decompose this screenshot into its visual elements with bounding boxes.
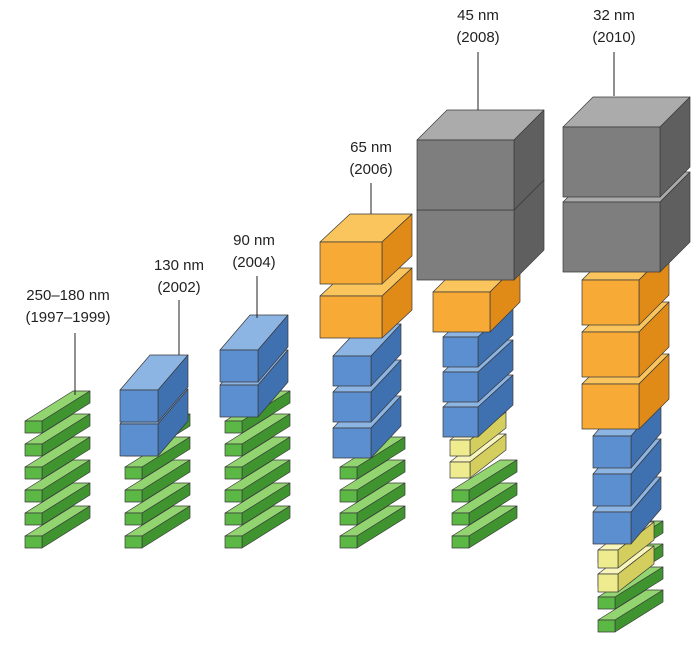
block-front [332, 355, 372, 387]
block-front [332, 427, 372, 459]
block-front [581, 331, 640, 378]
block-front [339, 535, 358, 549]
block-front [224, 443, 243, 457]
block-front [332, 391, 372, 423]
block-front [597, 573, 619, 593]
block-front [224, 420, 243, 434]
block-front [449, 461, 471, 479]
block-front [24, 489, 43, 503]
column-label: 250–180 nm [26, 287, 109, 304]
block-front [339, 489, 358, 503]
block-front [442, 336, 479, 368]
block-front [24, 443, 43, 457]
block-front [442, 371, 479, 403]
block-front [224, 489, 243, 503]
column-label: (2004) [232, 254, 275, 271]
block-front [592, 511, 632, 545]
column-label: (1997–1999) [25, 309, 110, 326]
block-front [562, 201, 661, 273]
column-label: 45 nm [457, 7, 499, 24]
block-front [597, 596, 616, 610]
block-front [124, 466, 143, 480]
block-front [592, 473, 632, 507]
column-label: 32 nm [593, 7, 635, 24]
block-front [219, 349, 259, 383]
block-front [319, 295, 383, 339]
block-front [224, 512, 243, 526]
block-front [24, 512, 43, 526]
block-front [339, 466, 358, 480]
block-front [451, 489, 470, 503]
block-front [581, 279, 640, 326]
block-front [24, 535, 43, 549]
column-label: 130 nm [154, 257, 204, 274]
column-label: (2010) [592, 29, 635, 46]
block-front [124, 512, 143, 526]
block-front [562, 126, 661, 198]
block-front [219, 384, 259, 418]
block-front [224, 535, 243, 549]
block-front [119, 423, 159, 457]
block-front [319, 241, 383, 285]
block-front [24, 420, 43, 434]
column-label: 65 nm [350, 139, 392, 156]
column-label: (2008) [456, 29, 499, 46]
block-front [451, 512, 470, 526]
block-front [416, 139, 515, 211]
block-front [581, 383, 640, 430]
block-front [442, 406, 479, 438]
block-front [432, 291, 491, 333]
block-front [451, 535, 470, 549]
block-front [592, 435, 632, 469]
block-front [449, 439, 471, 457]
column-label: (2006) [349, 161, 392, 178]
block-front [124, 535, 143, 549]
block-front [597, 549, 619, 569]
block-front [119, 389, 159, 423]
block-front [416, 209, 515, 281]
block-front [597, 619, 616, 633]
block-front [24, 466, 43, 480]
block-front [339, 512, 358, 526]
block-front [224, 466, 243, 480]
column-label: 90 nm [233, 232, 275, 249]
block-front [124, 489, 143, 503]
column-label: (2002) [157, 279, 200, 296]
